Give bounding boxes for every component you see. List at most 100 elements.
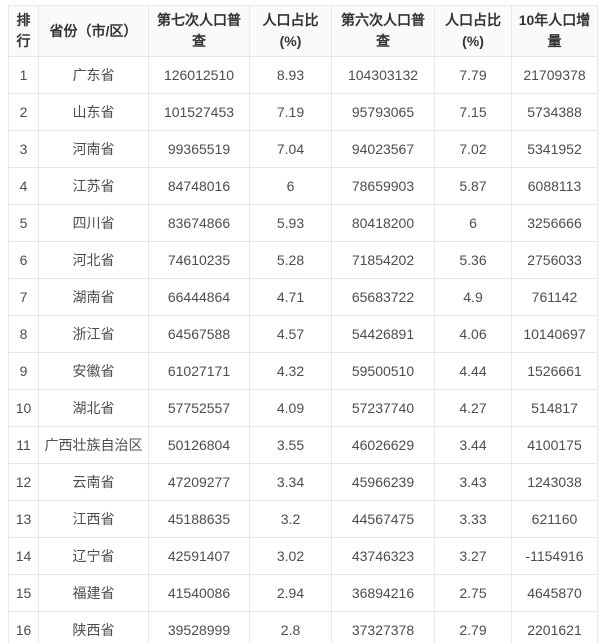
cell-census6: 57237740	[331, 389, 435, 427]
cell-province: 广西壮族自治区	[38, 426, 149, 464]
cell-census6: 104303132	[331, 56, 435, 94]
cell-rank: 15	[8, 574, 39, 612]
cell-census6: 44567475	[331, 500, 435, 538]
cell-pct6: 5.36	[434, 241, 512, 279]
table-row: 7 湖南省 66444864 4.71 65683722 4.9 761142	[8, 278, 598, 316]
table-row: 15 福建省 41540086 2.94 36894216 2.75 46458…	[8, 574, 598, 612]
table-row: 14 辽宁省 42591407 3.02 43746323 3.27 -1154…	[8, 537, 598, 575]
cell-rank: 16	[8, 611, 39, 643]
cell-province: 广东省	[38, 56, 149, 94]
cell-province: 安徽省	[38, 352, 149, 390]
cell-census7: 39528999	[148, 611, 250, 643]
cell-rank: 11	[8, 426, 39, 464]
cell-census6: 80418200	[331, 204, 435, 242]
cell-census6: 36894216	[331, 574, 435, 612]
cell-pct7: 4.32	[249, 352, 332, 390]
cell-growth: 21709378	[511, 56, 598, 94]
cell-pct6: 7.79	[434, 56, 512, 94]
cell-pct7: 3.34	[249, 463, 332, 501]
cell-rank: 7	[8, 278, 39, 316]
cell-province: 辽宁省	[38, 537, 149, 575]
cell-census7: 126012510	[148, 56, 250, 94]
cell-pct7: 8.93	[249, 56, 332, 94]
cell-rank: 2	[8, 93, 39, 131]
cell-growth: 5734388	[511, 93, 598, 131]
cell-province: 湖南省	[38, 278, 149, 316]
cell-census7: 61027171	[148, 352, 250, 390]
cell-census6: 65683722	[331, 278, 435, 316]
table-row: 3 河南省 99365519 7.04 94023567 7.02 534195…	[8, 130, 598, 168]
cell-rank: 8	[8, 315, 39, 353]
cell-growth: 1526661	[511, 352, 598, 390]
cell-census6: 54426891	[331, 315, 435, 353]
cell-growth: 3256666	[511, 204, 598, 242]
cell-pct6: 4.27	[434, 389, 512, 427]
cell-census6: 46026629	[331, 426, 435, 464]
cell-province: 江苏省	[38, 167, 149, 205]
cell-pct6: 3.43	[434, 463, 512, 501]
cell-census7: 74610235	[148, 241, 250, 279]
cell-census6: 37327378	[331, 611, 435, 643]
cell-pct7: 4.71	[249, 278, 332, 316]
column-header-pct7: 人口占比(%)	[249, 5, 332, 57]
cell-pct7: 5.28	[249, 241, 332, 279]
cell-growth: 2201621	[511, 611, 598, 643]
cell-census6: 71854202	[331, 241, 435, 279]
cell-province: 四川省	[38, 204, 149, 242]
column-header-province: 省份（市/区）	[38, 5, 149, 57]
cell-census7: 83674866	[148, 204, 250, 242]
table-row: 10 湖北省 57752557 4.09 57237740 4.27 51481…	[8, 389, 598, 427]
cell-rank: 12	[8, 463, 39, 501]
cell-rank: 13	[8, 500, 39, 538]
cell-pct6: 7.02	[434, 130, 512, 168]
cell-pct6: 4.06	[434, 315, 512, 353]
table-body: 1 广东省 126012510 8.93 104303132 7.79 2170…	[8, 56, 598, 643]
cell-province: 云南省	[38, 463, 149, 501]
cell-census6: 94023567	[331, 130, 435, 168]
cell-province: 江西省	[38, 500, 149, 538]
cell-rank: 3	[8, 130, 39, 168]
cell-census7: 84748016	[148, 167, 250, 205]
column-header-pct6: 人口占比(%)	[434, 5, 512, 57]
cell-pct7: 5.93	[249, 204, 332, 242]
cell-census7: 64567588	[148, 315, 250, 353]
cell-rank: 1	[8, 56, 39, 94]
header-row: 排行 省份（市/区） 第七次人口普查 人口占比(%) 第六次人口普查 人口占比(…	[8, 5, 598, 57]
cell-census6: 43746323	[331, 537, 435, 575]
cell-census6: 59500510	[331, 352, 435, 390]
table-row: 11 广西壮族自治区 50126804 3.55 46026629 3.44 4…	[8, 426, 598, 464]
cell-pct6: 6	[434, 204, 512, 242]
cell-growth: 2756033	[511, 241, 598, 279]
cell-rank: 5	[8, 204, 39, 242]
cell-census7: 57752557	[148, 389, 250, 427]
cell-rank: 9	[8, 352, 39, 390]
cell-pct7: 3.2	[249, 500, 332, 538]
cell-rank: 14	[8, 537, 39, 575]
cell-pct6: 4.44	[434, 352, 512, 390]
cell-pct7: 4.57	[249, 315, 332, 353]
column-header-rank: 排行	[8, 5, 39, 57]
cell-pct6: 2.79	[434, 611, 512, 643]
cell-province: 河南省	[38, 130, 149, 168]
cell-growth: 5341952	[511, 130, 598, 168]
table-row: 1 广东省 126012510 8.93 104303132 7.79 2170…	[8, 56, 598, 94]
table-row: 8 浙江省 64567588 4.57 54426891 4.06 101406…	[8, 315, 598, 353]
cell-pct6: 4.9	[434, 278, 512, 316]
cell-pct7: 6	[249, 167, 332, 205]
cell-growth: 4645870	[511, 574, 598, 612]
cell-province: 河北省	[38, 241, 149, 279]
cell-growth: 6088113	[511, 167, 598, 205]
cell-province: 浙江省	[38, 315, 149, 353]
cell-census7: 99365519	[148, 130, 250, 168]
cell-province: 湖北省	[38, 389, 149, 427]
table-row: 4 江苏省 84748016 6 78659903 5.87 6088113	[8, 167, 598, 205]
cell-growth: -1154916	[511, 537, 598, 575]
table-row: 5 四川省 83674866 5.93 80418200 6 3256666	[8, 204, 598, 242]
table-row: 13 江西省 45188635 3.2 44567475 3.33 621160	[8, 500, 598, 538]
cell-census6: 78659903	[331, 167, 435, 205]
table-row: 6 河北省 74610235 5.28 71854202 5.36 275603…	[8, 241, 598, 279]
cell-pct7: 3.02	[249, 537, 332, 575]
cell-pct6: 3.27	[434, 537, 512, 575]
cell-rank: 10	[8, 389, 39, 427]
table-row: 2 山东省 101527453 7.19 95793065 7.15 57343…	[8, 93, 598, 131]
